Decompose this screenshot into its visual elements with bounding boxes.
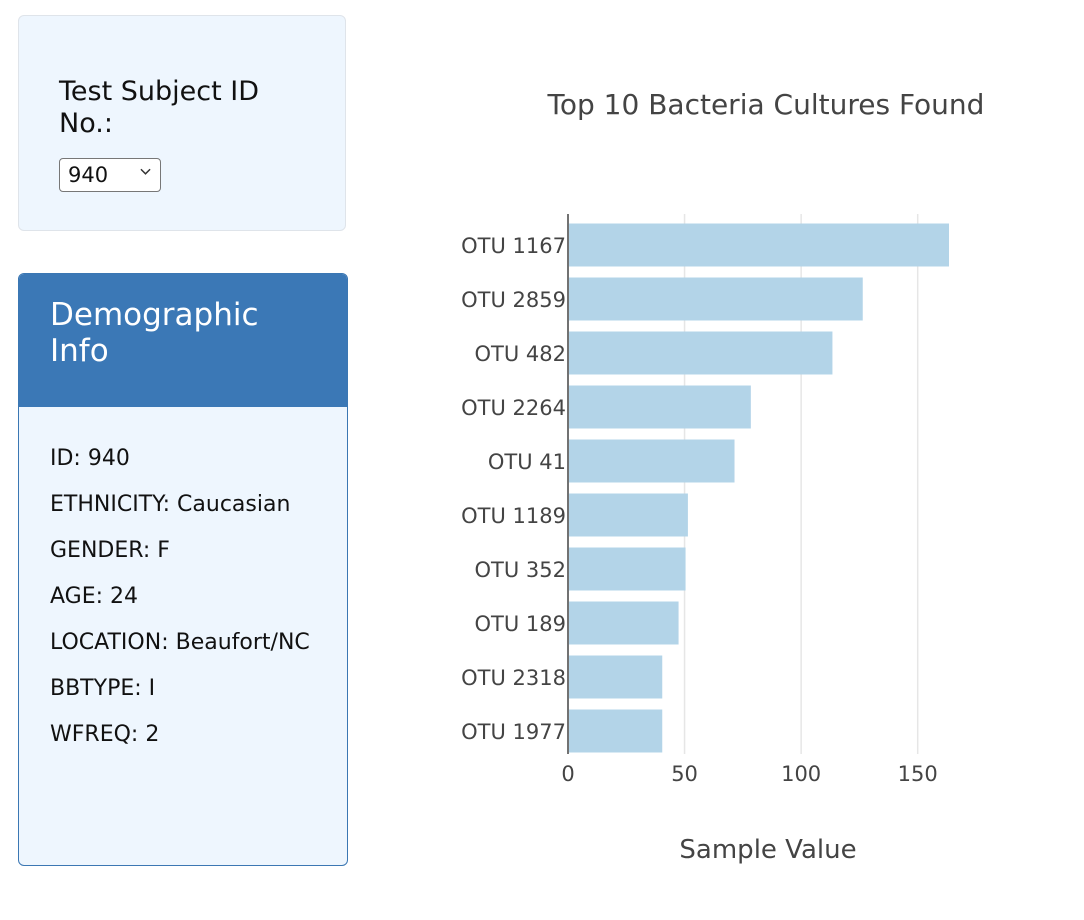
y-tick-label: OTU 1167: [461, 234, 566, 258]
x-tick-label: 150: [898, 762, 938, 786]
y-tick-label: OTU 2264: [461, 396, 566, 420]
bar: [569, 331, 833, 375]
demographic-row: GENDER: F: [50, 538, 170, 563]
x-tick-label: 50: [671, 762, 698, 786]
y-tick-label: OTU 352: [475, 558, 567, 582]
y-tick-label: OTU 2318: [461, 666, 566, 690]
chevron-down-icon: [140, 168, 151, 175]
bar: [569, 655, 663, 699]
selector-label: Test Subject ID No.:: [59, 76, 260, 139]
demographic-row: ETHNICITY: Caucasian: [50, 492, 291, 517]
demographic-row: BBTYPE: I: [50, 676, 156, 701]
x-axis-title: Sample Value: [679, 835, 856, 865]
bars: [569, 223, 949, 753]
bar: [569, 547, 686, 591]
demographic-row: ID: 940: [50, 446, 130, 471]
y-tick-label: OTU 482: [475, 342, 567, 366]
subject-selector-well: Test Subject ID No.: 940: [18, 15, 346, 231]
demographic-row: WFREQ: 2: [50, 722, 160, 747]
bar: [569, 601, 679, 645]
bar: [569, 223, 949, 267]
bar: [569, 439, 735, 483]
x-tick-label: 100: [781, 762, 821, 786]
bar-chart: Top 10 Bacteria Cultures Found OTU 1167O…: [461, 88, 985, 865]
demographic-info-panel: Demographic Info ID: 940 ETHNICITY: Cauca…: [18, 273, 348, 866]
subject-id-select[interactable]: 940: [59, 158, 161, 192]
panel-title: Demographic Info: [50, 297, 259, 369]
y-tick-labels: OTU 1167 OTU 2859 OTU 482 OTU 2264 OTU 41 OTU…: [461, 234, 566, 744]
demographic-row: LOCATION: Beaufort/NC: [50, 630, 310, 655]
panel-header: Demographic Info: [19, 274, 347, 407]
demographic-row: AGE: 24: [50, 584, 139, 609]
bar: [569, 385, 751, 429]
x-tick-labels: 0 50 100 150: [561, 762, 937, 786]
y-tick-label: OTU 41: [488, 450, 566, 474]
bar: [569, 493, 688, 537]
y-tick-label: OTU 189: [475, 612, 567, 636]
bar: [569, 709, 663, 753]
selected-subject-id: 940: [68, 163, 109, 187]
y-tick-label: OTU 2859: [461, 288, 566, 312]
y-tick-label: OTU 1189: [461, 504, 566, 528]
bar: [569, 277, 863, 321]
x-tick-label: 0: [561, 762, 574, 786]
y-tick-label: OTU 1977: [461, 720, 566, 744]
chart-title: Top 10 Bacteria Cultures Found: [547, 88, 985, 121]
